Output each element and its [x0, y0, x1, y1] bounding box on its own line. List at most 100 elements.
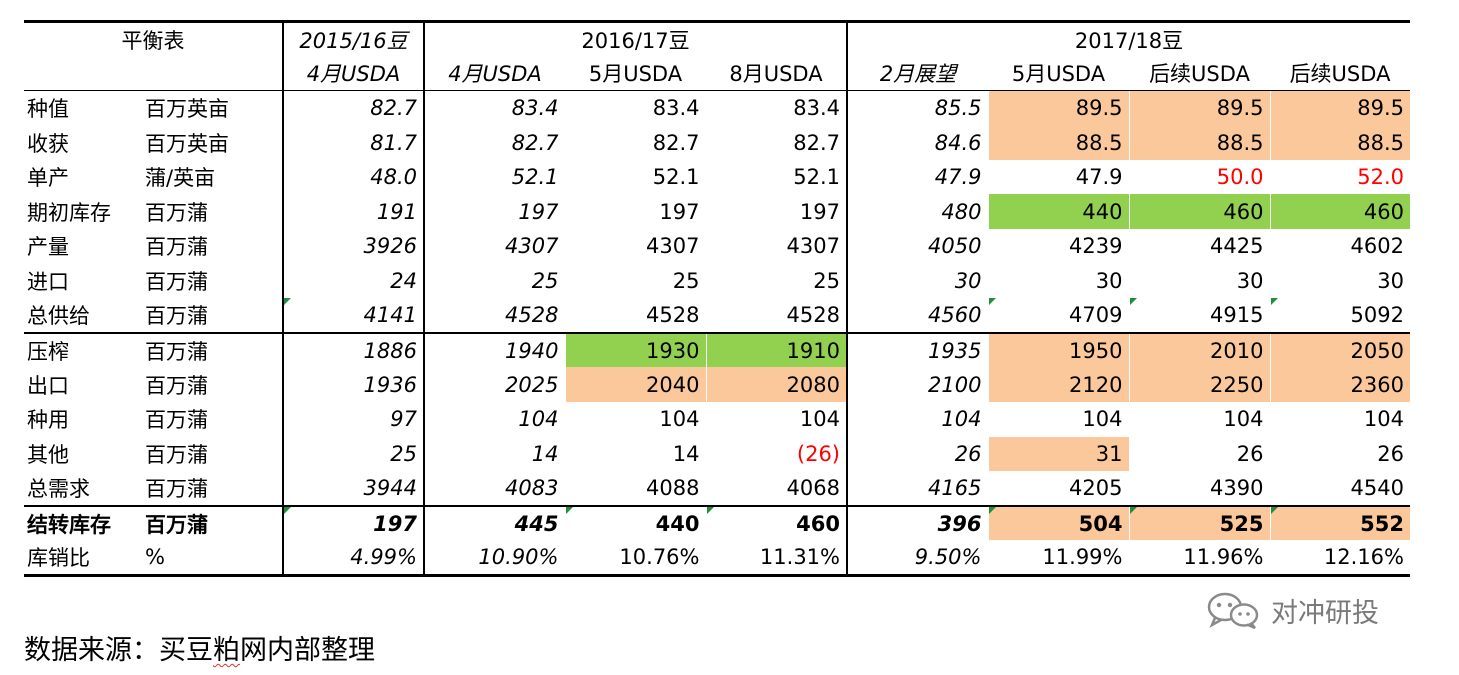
- row-unit: 百万蒲: [145, 408, 208, 433]
- value-cell: 197: [799, 199, 840, 224]
- value-cell: 11.96%: [1129, 540, 1270, 577]
- sub-column-header: 后续USDA: [1129, 56, 1270, 92]
- row-unit: 百万蒲: [142, 331, 283, 368]
- source-prefix: 数据来源：买豆: [24, 635, 213, 666]
- row-unit: 百万蒲: [142, 504, 283, 541]
- value-cell: 552: [1270, 504, 1410, 541]
- source-suffix: 网内部整理: [240, 635, 375, 666]
- table-row: 单产 蒲/英亩 48.0 52.1 52.1 52.1 47.9 47.9 50.0 52.0: [24, 159, 1410, 195]
- value-cell: 197: [423, 194, 565, 230]
- value-cell: 4307: [423, 229, 565, 264]
- value-cell: 82.7: [793, 130, 840, 155]
- watermark: 对冲研投: [1203, 590, 1379, 630]
- value-cell: 52.1: [793, 165, 840, 190]
- value-cell: 4560: [846, 298, 988, 333]
- value-cell: 88.5: [1129, 125, 1270, 160]
- value-cell: 30: [846, 263, 988, 299]
- row-item: 压榨: [24, 331, 142, 368]
- value-cell: 83.4: [793, 96, 840, 121]
- value-cell: 30: [1236, 268, 1264, 293]
- table-row: 产量 百万蒲 3926 4307 4307 4307 4050 4239 4425 4602: [24, 229, 1410, 264]
- table-row: 库销比% 4.99% 10.90% 10.76% 11.31% 9.50% 11.99% 11…: [24, 540, 1410, 577]
- sub-column-header: 5月USDA: [988, 56, 1129, 92]
- value-cell: 83.4: [652, 96, 700, 121]
- row-item: 其他: [27, 442, 69, 467]
- row-unit: %: [142, 540, 283, 577]
- value-cell: 4205: [1069, 476, 1123, 501]
- value-cell: 82.7: [282, 90, 424, 126]
- group-2017-header: 2017/18豆: [846, 20, 1410, 57]
- value-cell: 4050: [846, 229, 988, 264]
- value-cell: 1910: [706, 331, 847, 368]
- header-row-2: 4月USDA 4月USDA 5月USDA 8月USDA 2月展望 5月USDA 后续USDA…: [24, 56, 1410, 92]
- value-cell: 25: [672, 268, 700, 293]
- value-cell: 30: [1377, 268, 1404, 293]
- value-cell: 445: [423, 504, 565, 541]
- value-cell: 1886: [282, 331, 424, 368]
- value-cell: 460: [1129, 194, 1270, 230]
- row-item: 库销比: [24, 540, 142, 577]
- value-cell: 4068: [786, 476, 840, 501]
- value-cell: 460: [706, 504, 847, 541]
- value-cell: 104: [423, 402, 565, 437]
- table-row: 总需求 百万蒲 3944 4083 4088 4068 4165 4205 4390 4540: [24, 471, 1410, 506]
- value-cell: 88.5: [1270, 125, 1410, 160]
- row-unit: 百万蒲: [145, 269, 208, 294]
- value-cell: 25: [423, 263, 565, 299]
- value-cell: 4528: [646, 303, 700, 328]
- value-cell: 82.7: [423, 125, 565, 160]
- table-row: 结转库存 百万蒲 197 445 440 460 396 504 525 552: [24, 504, 1410, 541]
- row-item: 收获: [27, 131, 69, 156]
- value-cell: 104: [799, 407, 840, 432]
- value-cell: 4602: [1350, 234, 1404, 259]
- table-row: 收获 百万英亩 81.7 82.7 82.7 82.7 84.6 88.5 88.5 88.5: [24, 125, 1410, 160]
- value-cell: 1940: [423, 331, 565, 368]
- table-row: 总供给 百万蒲 4141 4528 4528 4528 4560 4709 4915 5092: [24, 298, 1410, 333]
- value-cell: 191: [282, 194, 424, 230]
- value-cell: 4390: [1210, 476, 1264, 501]
- value-cell: 2360: [1270, 367, 1410, 403]
- value-cell: 2040: [565, 367, 706, 403]
- value-cell: 1950: [988, 331, 1129, 368]
- value-cell: 31: [988, 436, 1129, 472]
- value-cell: 1930: [565, 331, 706, 368]
- value-cell: 440: [988, 194, 1129, 230]
- row-item: 期初库存: [27, 200, 111, 225]
- row-item: 出口: [27, 373, 69, 398]
- value-cell: 26: [1236, 441, 1264, 466]
- value-cell: 4709: [988, 298, 1129, 333]
- table-row: 其他 百万蒲 25 14 14 (26) 26 31 26 26: [24, 436, 1410, 472]
- value-cell: 52.0: [1357, 165, 1404, 190]
- watermark-text: 对冲研投: [1271, 597, 1379, 629]
- row-item: 种值: [27, 97, 69, 122]
- value-cell: 4.99%: [282, 540, 424, 577]
- row-item: 种用: [27, 408, 69, 433]
- table-row: 种值 百万英亩 82.7 83.4 83.4 83.4 85.5 89.5 89.5 89.5: [24, 90, 1410, 126]
- value-cell: 525: [1129, 504, 1270, 541]
- value-cell: 47.9: [1075, 165, 1123, 190]
- value-cell: 1935: [846, 331, 988, 368]
- value-cell: 89.5: [988, 90, 1129, 126]
- value-cell: 88.5: [988, 125, 1129, 160]
- row-label-header: 平衡表: [24, 20, 283, 57]
- row-unit: 百万蒲: [145, 200, 208, 225]
- value-cell: 2120: [988, 367, 1129, 403]
- value-cell: 2010: [1129, 331, 1270, 368]
- value-cell: 52.1: [652, 165, 700, 190]
- value-cell: 30: [1095, 268, 1123, 293]
- row-unit: 百万蒲: [145, 373, 208, 398]
- value-cell: 4528: [786, 303, 840, 328]
- sub-column-header: 5月USDA: [565, 56, 706, 92]
- row-item: 进口: [27, 269, 69, 294]
- value-cell: 48.0: [282, 159, 424, 195]
- value-cell: 104: [1223, 407, 1264, 432]
- value-cell: 396: [846, 504, 988, 541]
- value-cell: 5092: [1270, 298, 1410, 333]
- value-cell: 4165: [846, 471, 988, 506]
- value-cell: 89.5: [1129, 90, 1270, 126]
- sub-column-header: 8月USDA: [706, 56, 847, 92]
- balance-table: 平衡表 2015/16豆 2016/17豆 2017/18豆 4月USDA 4月USDA 5…: [24, 20, 1410, 577]
- value-cell: 25: [813, 268, 840, 293]
- source-emph: 粕: [213, 635, 240, 666]
- value-cell: 460: [1270, 194, 1410, 230]
